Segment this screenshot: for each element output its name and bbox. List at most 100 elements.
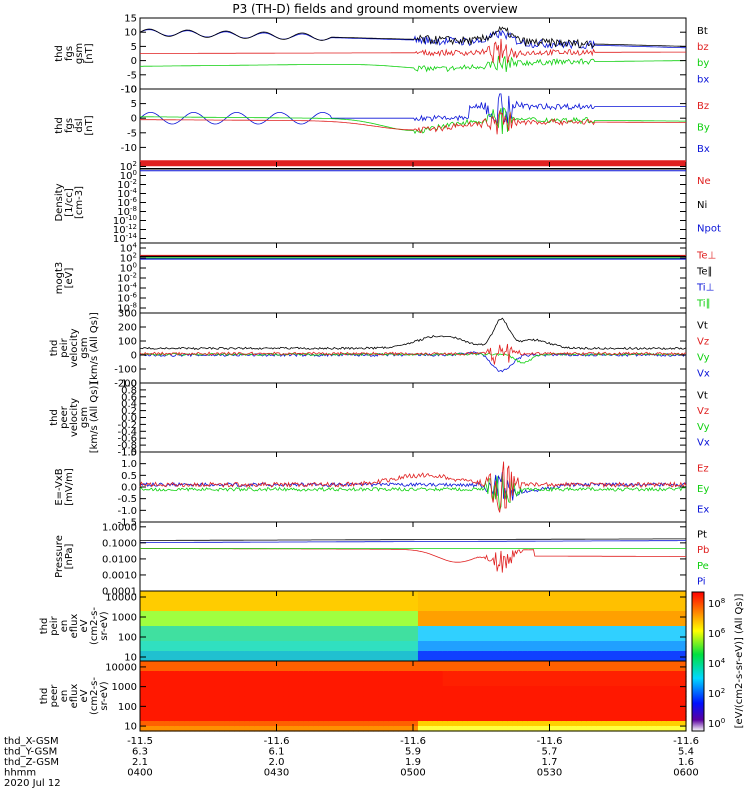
spectrogram-cell <box>308 671 315 677</box>
spectrogram-cell <box>681 611 687 617</box>
spectrogram-cell <box>358 591 364 597</box>
spectrogram-cell <box>353 706 359 712</box>
spectrogram-cell <box>676 631 682 637</box>
spectrogram-cell <box>293 716 300 722</box>
spectrogram-cell <box>566 596 573 602</box>
spectrogram-cell <box>189 696 196 702</box>
spectrogram-cell <box>432 596 439 602</box>
spectrogram-cell <box>278 591 285 597</box>
spectrogram-cell <box>413 686 419 692</box>
spectrogram-cell <box>144 656 151 662</box>
spectrogram-cell <box>641 681 647 687</box>
spectrogram-cell <box>278 696 285 702</box>
spectrogram-cell <box>527 621 533 627</box>
spectrogram-cell <box>606 601 613 607</box>
spectrogram-cell <box>154 726 161 732</box>
spectrogram-cell <box>274 621 280 627</box>
spectrogram-cell <box>522 696 528 702</box>
colorbar-label: [eV/(cm2-s-sr-eV)] (All Qs)] <box>734 593 745 728</box>
y-axis-label: [nT] <box>84 43 95 63</box>
spectrogram-cell <box>338 631 345 637</box>
spectrogram-cell <box>452 691 459 697</box>
spectrogram-cell <box>586 701 593 707</box>
spectrogram-cell <box>507 596 513 602</box>
spectrogram-cell <box>358 711 364 717</box>
spectrogram-cell <box>403 701 409 707</box>
spectrogram-cell <box>283 656 290 662</box>
panel-5: thd peir velocity gsm [km/s (All Qs)] VtVzVyV… <box>49 312 710 384</box>
spectrogram-cell <box>293 671 300 677</box>
spectrogram-cell <box>432 591 439 597</box>
spectrogram-cell <box>403 641 409 647</box>
spectrogram-cell <box>507 661 513 667</box>
spectrogram-cell <box>661 656 667 662</box>
spectrogram-cell <box>308 651 315 657</box>
spectrogram-cell <box>492 631 498 637</box>
legend-bx: bx <box>697 74 709 85</box>
spectrogram-cell <box>333 721 340 727</box>
spectrogram-cell <box>164 661 171 667</box>
spectrogram-cell <box>219 691 225 697</box>
spectrogram-cell <box>427 691 434 697</box>
spectrogram-cell <box>467 656 474 662</box>
spectrogram-cell <box>164 701 171 707</box>
spectrogram-cell <box>348 611 355 617</box>
spectrogram-cell <box>274 691 280 697</box>
spectrogram-cell <box>467 591 474 597</box>
spectrogram-cell <box>631 596 637 602</box>
spectrogram-cell <box>140 676 146 682</box>
spectrogram-cell <box>681 681 687 687</box>
spectrogram-cell <box>363 716 369 722</box>
spectrogram-cell <box>452 591 459 597</box>
spectrogram-cell <box>194 651 201 657</box>
spectrogram-cell <box>288 716 295 722</box>
spectrogram-cell <box>452 641 459 647</box>
spectrogram-cell <box>298 676 305 682</box>
spectrogram-cell <box>219 721 225 727</box>
spectrogram-cell <box>477 676 484 682</box>
spectrogram-cell <box>278 716 285 722</box>
spectrogram-cell <box>224 636 230 642</box>
spectrogram-cell <box>338 621 345 627</box>
spectrogram-cell <box>596 631 603 637</box>
spectrogram-cell <box>373 596 379 602</box>
spectrogram-cell <box>561 596 568 602</box>
spectrogram-cell <box>522 631 528 637</box>
spectrogram-cell <box>427 716 434 722</box>
spectrogram-cell <box>368 711 374 717</box>
spectrogram-cell <box>661 691 667 697</box>
spectrogram-cell <box>611 686 618 692</box>
legend-by: by <box>697 58 709 69</box>
spectrogram-cell <box>462 636 469 642</box>
spectrogram-cell <box>551 661 558 667</box>
spectrogram-cell <box>581 591 588 597</box>
spectrogram-cell <box>596 701 603 707</box>
spectrogram-cell <box>527 626 533 632</box>
spectrogram-cell <box>551 636 558 642</box>
spectrogram-cell <box>626 721 632 727</box>
spectrogram-cell <box>666 611 672 617</box>
spectrogram-cell <box>244 681 250 687</box>
spectrogram-cell <box>646 676 652 682</box>
spectrogram-cell <box>591 606 598 612</box>
spectrogram-cell <box>303 606 310 612</box>
spectrogram-cell <box>651 606 657 612</box>
spectrogram-cell <box>154 616 161 622</box>
spectrogram-cell <box>358 626 364 632</box>
y-axis-label: [eV] <box>64 268 75 289</box>
spectrogram-cell <box>348 636 355 642</box>
spectrogram-cell <box>601 656 608 662</box>
spectrogram-cell <box>437 706 444 712</box>
spectrogram-cell <box>368 596 374 602</box>
spectrogram-cell <box>214 626 221 632</box>
spectrogram-cell <box>338 661 345 667</box>
spectrogram-cell <box>497 676 503 682</box>
spectrogram-cell <box>512 666 518 672</box>
spectrogram-cell <box>239 651 245 657</box>
spectrogram-cell <box>189 676 196 682</box>
spectrogram-cell <box>452 701 459 707</box>
spectrogram-cell <box>507 651 513 657</box>
spectrogram-cell <box>363 606 369 612</box>
spectrogram-cell <box>343 616 350 622</box>
spectrogram-cell <box>328 686 335 692</box>
